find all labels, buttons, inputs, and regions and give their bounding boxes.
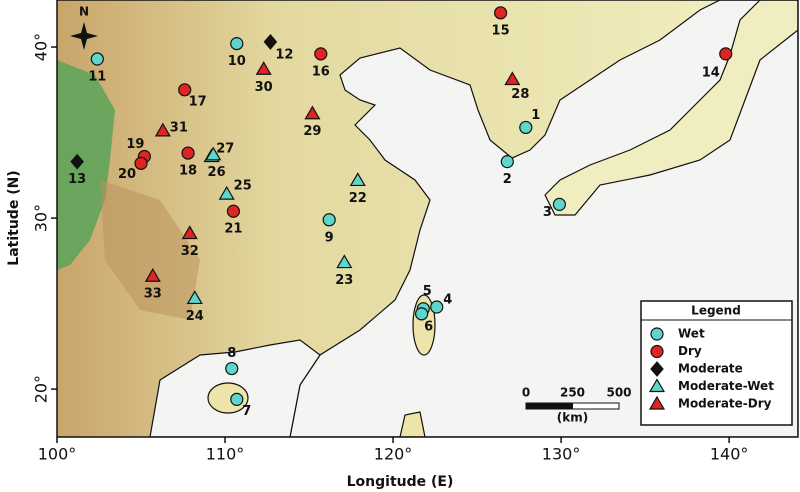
- site-label: 30: [255, 80, 273, 95]
- x-tick-label: 130°: [542, 445, 581, 464]
- site-marker: [493, 6, 508, 20]
- x-tick-label: 110°: [206, 445, 245, 464]
- site-marker: [650, 344, 664, 359]
- site-label: 2: [503, 172, 512, 187]
- highland: [57, 60, 115, 270]
- site-marker: [255, 61, 272, 75]
- site-label: 26: [208, 165, 226, 180]
- site-marker: [650, 361, 664, 377]
- island: [399, 411, 426, 437]
- site-marker: [552, 197, 567, 211]
- legend-label: Moderate: [678, 362, 743, 376]
- site-label: 24: [186, 309, 204, 324]
- legend-label: Wet: [678, 327, 705, 341]
- x-axis-title: Longitude (E): [347, 474, 454, 490]
- site-marker: [336, 254, 353, 269]
- site-label: 23: [335, 273, 353, 288]
- y-tick-label: 40°: [32, 33, 51, 61]
- site-marker: [70, 153, 84, 170]
- site-label: 18: [179, 164, 197, 179]
- x-tick-label: 120°: [374, 445, 413, 464]
- site-marker: [650, 327, 664, 341]
- site-marker: [90, 52, 104, 66]
- legend-label: Dry: [678, 344, 702, 358]
- scale-segment: [572, 402, 620, 410]
- y-tick-label: 30°: [32, 204, 51, 232]
- x-tick-label: 140°: [710, 445, 749, 464]
- site-label: 29: [303, 124, 321, 139]
- site-marker: [154, 122, 171, 137]
- site-label: 4: [443, 293, 452, 308]
- scale-label: 0: [522, 386, 530, 400]
- site-marker: [186, 290, 203, 305]
- site-marker: [230, 37, 244, 51]
- site-marker: [230, 392, 244, 406]
- site-label: 6: [424, 319, 433, 334]
- site-marker: [304, 105, 321, 120]
- site-marker: [225, 361, 239, 376]
- site-marker: [226, 204, 241, 218]
- site-marker: [263, 33, 278, 50]
- site-marker: [144, 268, 161, 282]
- site-label: 16: [312, 64, 330, 79]
- scale-unit: (km): [557, 411, 588, 425]
- y-axis-title: Latitude (N): [6, 170, 22, 265]
- site-marker: [349, 172, 366, 187]
- site-label: 17: [189, 94, 207, 109]
- site-marker: [430, 300, 444, 314]
- site-marker: [648, 395, 666, 410]
- site-marker: [314, 47, 328, 61]
- site-label: 13: [68, 172, 86, 187]
- site-label: 8: [227, 346, 236, 361]
- scale-segment: [525, 402, 573, 410]
- site-marker: [415, 307, 429, 321]
- site-marker: [504, 71, 521, 86]
- scale-label: 250: [560, 386, 585, 400]
- site-label: 21: [224, 222, 242, 237]
- site-label: 5: [423, 284, 432, 299]
- y-tick-label: 20°: [32, 375, 51, 403]
- site-label: 27: [216, 141, 234, 156]
- site-marker: [719, 47, 733, 61]
- site-label: 12: [275, 47, 293, 62]
- site-label: 31: [170, 120, 188, 135]
- mountains: [100, 180, 200, 320]
- site-marker: [648, 378, 666, 393]
- site-label: 11: [88, 70, 106, 85]
- legend-label: Moderate-Dry: [678, 397, 772, 411]
- site-label: 19: [126, 137, 144, 152]
- site-marker: [500, 155, 514, 169]
- site-marker: [181, 225, 198, 240]
- site-label: 32: [181, 244, 199, 259]
- site-label: 9: [325, 230, 334, 245]
- site-marker: [134, 156, 148, 170]
- site-marker: [218, 185, 235, 200]
- site-marker: [322, 213, 336, 227]
- legend-label: Moderate-Wet: [678, 379, 774, 393]
- site-label: 20: [118, 167, 136, 182]
- site-label: 25: [234, 179, 252, 194]
- site-marker: [205, 146, 222, 161]
- site-marker: [178, 83, 192, 97]
- site-label: 14: [702, 65, 720, 80]
- x-tick-label: 100°: [38, 445, 77, 464]
- site-label: 22: [349, 191, 367, 206]
- compass: N: [70, 5, 98, 50]
- compass-label: N: [79, 5, 89, 19]
- legend-title: Legend: [691, 304, 741, 318]
- site-label: 28: [511, 87, 529, 102]
- scale-label: 500: [606, 386, 631, 400]
- site-label: 3: [543, 205, 552, 220]
- compass-rose: [70, 22, 98, 50]
- japan: [544, 0, 798, 216]
- site-label: 33: [144, 287, 162, 302]
- site-label: 1: [531, 108, 540, 123]
- site-label: 15: [492, 23, 510, 38]
- legend-box: [640, 300, 793, 426]
- site-marker: [181, 146, 195, 160]
- site-label: 7: [242, 404, 251, 419]
- site-label: 10: [228, 54, 246, 69]
- site-marker: [519, 120, 533, 135]
